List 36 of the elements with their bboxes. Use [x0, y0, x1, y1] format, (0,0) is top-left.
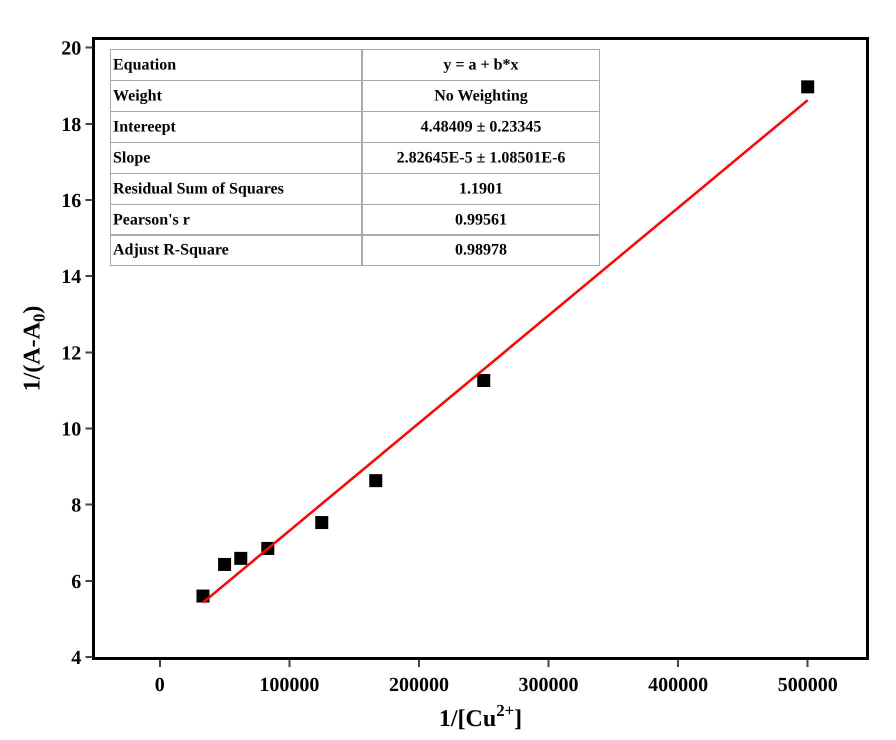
- point: [218, 558, 232, 571]
- annotation: Pearson's r: [113, 212, 190, 228]
- annotation: Weight: [113, 88, 163, 104]
- annotation: 0.99561: [455, 212, 507, 228]
- y-tick-label: 4: [71, 647, 82, 669]
- x-tick-label: 0: [154, 674, 165, 696]
- point: [315, 516, 328, 530]
- y-tick-label: 18: [61, 114, 82, 136]
- x-tick-label: 400000: [648, 674, 708, 696]
- x-tick-label: 100000: [259, 674, 320, 696]
- y-tick-label: 14: [61, 266, 82, 288]
- annotation: y = a + b*x: [443, 56, 519, 74]
- annotation: 4.48409 ± 0.23345: [420, 118, 542, 136]
- annotation: Adjust R-Square: [113, 242, 229, 258]
- annotation: Equation: [113, 56, 176, 74]
- x-axis-title: 1/[Cu$^{2+}$]: [438, 700, 522, 732]
- annotation: 2.82645E-5 ± 1.08501E-6: [396, 150, 566, 166]
- x-tick-label: 300000: [518, 674, 579, 696]
- annotation: No Weighting: [434, 88, 528, 104]
- annotation: Residual Sum of Squares: [113, 180, 284, 198]
- point: [477, 374, 490, 387]
- y-tick-label: 8: [71, 494, 82, 517]
- y-tick-label: 12: [61, 342, 82, 364]
- annotation: Slope: [113, 150, 150, 166]
- x-tick-label: 500000: [778, 674, 838, 696]
- y-tick-label: 10: [61, 418, 82, 440]
- y-tick-label: 6: [71, 570, 82, 593]
- annotation: Intereept: [113, 118, 176, 136]
- point: [234, 552, 248, 565]
- y-tick-label: 16: [61, 190, 82, 212]
- point: [369, 474, 382, 488]
- x-tick-label: 200000: [388, 674, 449, 696]
- y-tick-label: 20: [61, 38, 82, 60]
- annotation: 1.1901: [459, 180, 503, 198]
- annotation: 0.98978: [455, 242, 507, 258]
- point: [801, 80, 814, 94]
